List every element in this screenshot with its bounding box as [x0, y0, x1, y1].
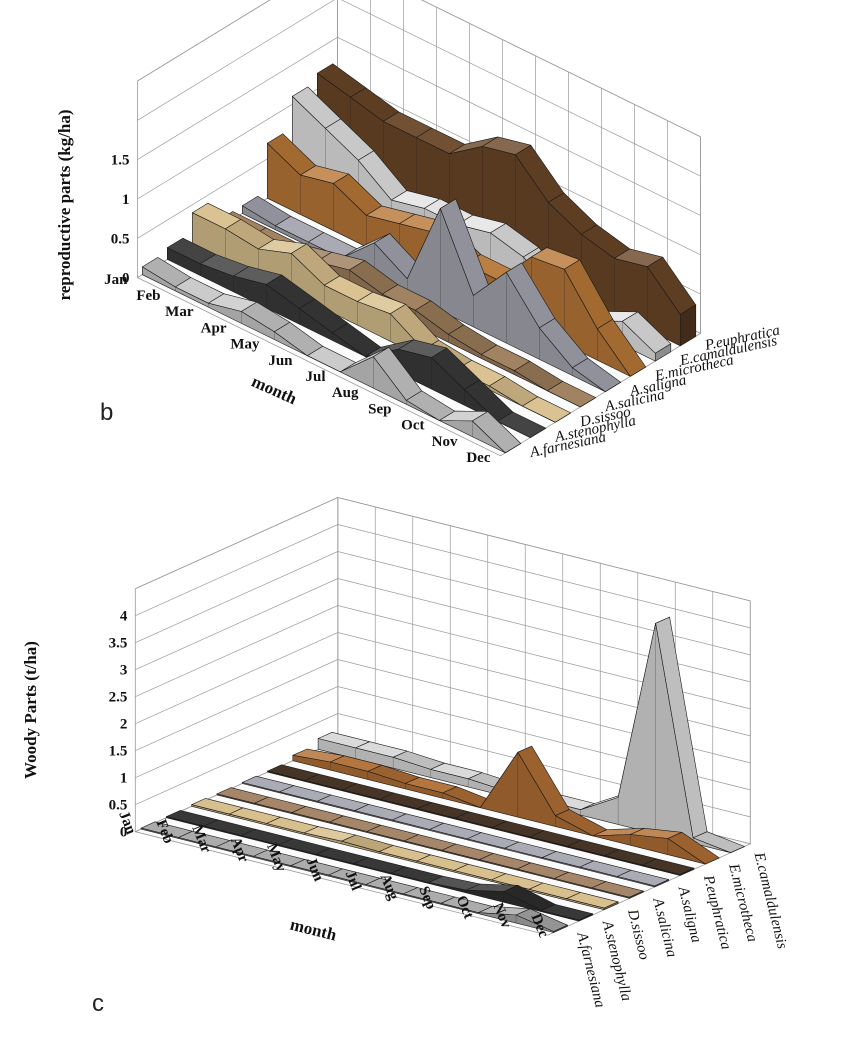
b-a-salicina-end: [580, 397, 596, 408]
c-series-a-farnesiana: [140, 821, 568, 933]
b-xtick-feb: Feb: [136, 288, 160, 304]
b-xtick-dec: Dec: [466, 450, 490, 466]
c-ytick-label: 3: [120, 663, 128, 679]
c-e-camaldulensis-end: [730, 846, 745, 853]
b-ytick-label: 0: [122, 271, 130, 287]
c-ytick-label: 1: [120, 771, 128, 787]
b-series-a-stenophylla: [167, 237, 547, 438]
b-grid-horizontal: [137, 0, 701, 138]
b-d-sissoo-end: [555, 412, 571, 423]
b-ytick-label: 1.5: [111, 153, 130, 169]
c-series-p-euphratica: [267, 764, 695, 876]
b-a-farnesiana-front: [142, 266, 506, 454]
c-series-a-salicina: [216, 787, 644, 899]
c-a-salicina-end: [629, 890, 644, 899]
b-xtick-apr: Apr: [201, 320, 227, 336]
b-e-camaldulensis-end: [654, 343, 672, 362]
c-y-axis-title: Woody Parts (t/ha): [21, 641, 40, 779]
c-series-e-camaldulensis: [317, 616, 745, 854]
c-ytick-label: 2.5: [109, 690, 128, 706]
b-x-axis-title: month: [249, 372, 300, 409]
c-series-label-a-farnesiana: A.farnesiana: [573, 930, 607, 1010]
c-ytick-label: 0.5: [109, 798, 128, 814]
c-ytick-label: 0: [120, 825, 128, 841]
c-x-axis-title: month: [288, 915, 339, 945]
b-xtick-jun: Jun: [268, 353, 293, 369]
c-grid-horizontal: [135, 632, 751, 737]
b-xtick-sep: Sep: [368, 401, 391, 417]
b-a-farnesiana-end: [505, 443, 521, 454]
c-ytick-label: 2: [120, 717, 128, 733]
c-series-label-p-euphratica: P.euphratica: [700, 873, 734, 952]
c-ytick-label: 4: [120, 609, 128, 625]
c-series-d-sissoo: [191, 798, 619, 911]
panel-label-b: b: [100, 399, 113, 426]
c-xtick-jul: Jul: [342, 868, 364, 893]
b-xtick-may: May: [230, 337, 260, 353]
b-xtick-oct: Oct: [401, 418, 424, 434]
b-a-stenophylla-end: [530, 427, 546, 438]
c-grid-horizontal: [135, 524, 751, 629]
b-d-sissoo-front: [192, 212, 556, 423]
b-xtick-mar: Mar: [165, 304, 194, 320]
c-a-saligna-end: [654, 879, 670, 888]
c-grid-horizontal: [135, 551, 751, 656]
b-grid-horizontal: [137, 0, 701, 177]
c-d-sissoo-end: [603, 901, 619, 911]
b-xtick-nov: Nov: [432, 434, 458, 450]
c-a-stenophylla-end: [578, 913, 594, 922]
b-ytick-label: 1: [122, 192, 130, 208]
c-grid-horizontal: [135, 659, 751, 764]
c-series-a-saligna: [241, 775, 670, 888]
b-series-a-farnesiana: [142, 257, 522, 454]
b-xtick-aug: Aug: [332, 385, 359, 401]
c-grid-horizontal: [135, 497, 751, 602]
c-series-label-d-sissoo: D.sissoo: [624, 907, 652, 962]
b-xtick-jul: Jul: [305, 369, 325, 385]
c-ytick-label: 3.5: [109, 636, 128, 652]
b-ytick-label: 0.5: [111, 231, 130, 247]
c-a-farnesiana-end: [553, 924, 568, 933]
c-series-label-a-saligna: A.saligna: [674, 884, 704, 944]
c-grid-horizontal: [135, 578, 751, 683]
c-grid-horizontal: [135, 605, 751, 710]
c-series-label-a-salicina: A.salicina: [649, 896, 679, 959]
c-grid-horizontal: [135, 713, 751, 818]
c-ytick-label: 1.5: [109, 744, 128, 760]
b-a-saligna-end: [605, 382, 621, 392]
b-grid-horizontal: [137, 36, 701, 216]
panel-label-c: c: [92, 990, 104, 1017]
c-series-a-stenophylla: [166, 810, 594, 922]
b-xtick-jan: Jan: [104, 272, 128, 288]
c-e-microtheca-end: [705, 857, 720, 865]
b-e-microtheca-end: [630, 366, 646, 377]
b-y-axis-title: reproductive parts (kg/ha): [55, 109, 74, 300]
c-grid-horizontal: [135, 686, 751, 791]
c-p-euphratica-end: [679, 867, 695, 876]
b-p-euphratica-end: [679, 304, 697, 347]
c-series-e-microtheca: [292, 745, 720, 865]
c-e-microtheca-front: [292, 751, 706, 865]
